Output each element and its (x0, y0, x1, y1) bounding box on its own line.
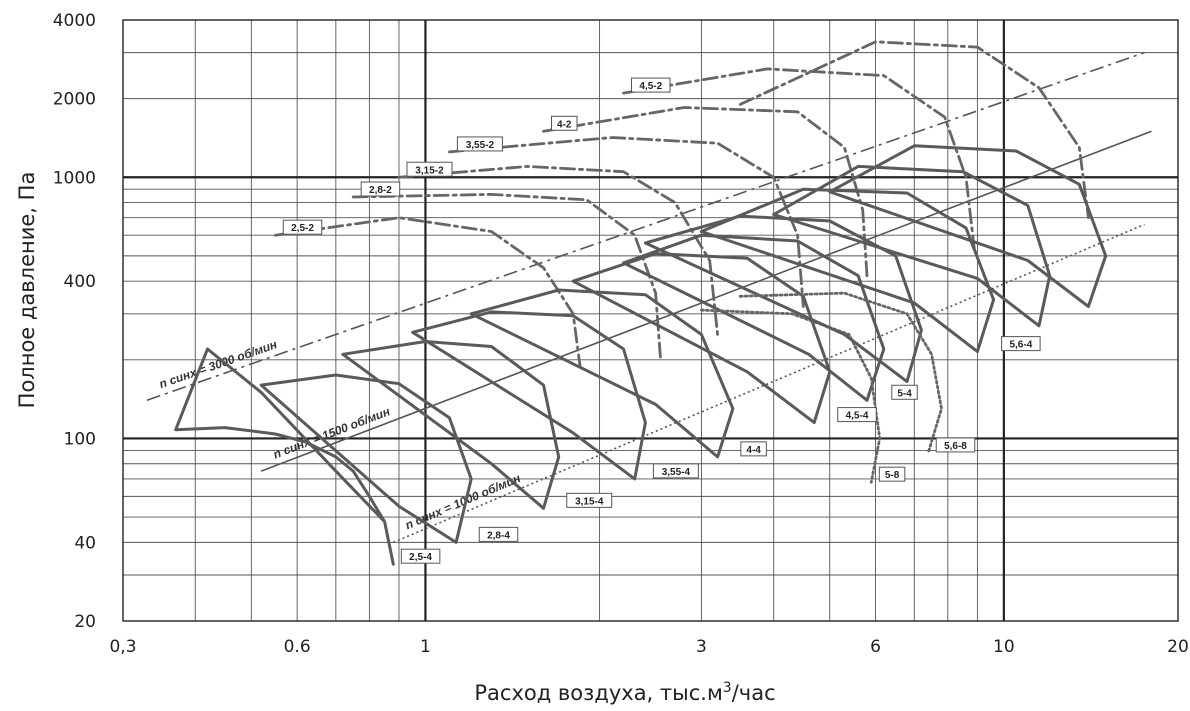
curve-label-box (551, 115, 578, 131)
x-tick-label: 0.6 (284, 637, 311, 657)
curve-label-4-5-2: 4,5-2 (639, 81, 662, 92)
x-tick-label: 0,3 (109, 637, 136, 657)
curve-6-3-2 (738, 40, 1090, 220)
curve-label-box (406, 161, 453, 177)
curve-label-2-8-2: 2,8-2 (369, 185, 392, 196)
x-tick-label: 6 (870, 637, 881, 657)
curve-label-3-55-4: 3,55-4 (662, 467, 691, 478)
y-tick-label: 40 (74, 533, 96, 553)
curve-label-box (935, 437, 976, 453)
curve-2-8-4 (259, 373, 473, 544)
y-axis-title: Полное давление, Па (15, 172, 39, 409)
y-tick-label: 2000 (53, 90, 96, 110)
y-tick-label: 400 (64, 272, 96, 292)
y-tick-label: 1000 (53, 168, 96, 188)
curve-4-2 (542, 106, 869, 278)
x-tick-label: 1 (420, 637, 431, 657)
curve-label-5-4: 5-4 (897, 388, 912, 399)
curve-3-15-2 (397, 164, 719, 336)
curve-5-6-8 (738, 291, 943, 455)
curve-label-box (400, 548, 441, 564)
curve-label-5-6-4: 5,6-4 (1009, 340, 1032, 351)
y-tick-label: 4000 (53, 11, 96, 31)
curve-label-3-15-2: 3,15-2 (415, 165, 444, 176)
x-axis-title: Расход воздуха, тыс.м3/час (474, 680, 775, 705)
x-tick-labels: 0,3 0.6 1 3 6 10 20 (109, 637, 1188, 657)
curve-label-box (631, 77, 671, 93)
curve-5-8 (700, 308, 882, 484)
y-tick-labels: 20 40 100 400 1000 2000 4000 (53, 11, 96, 632)
x-tick-label: 3 (696, 637, 707, 657)
curve-2-5-2 (273, 216, 582, 368)
speed-line (260, 130, 1152, 472)
curve-3-15-4 (341, 340, 561, 510)
curve-label-box (456, 136, 503, 152)
grid (122, 19, 1179, 622)
curve-8-4 (828, 144, 1108, 308)
curve-label-box (740, 441, 767, 457)
curve-label-box (878, 466, 906, 482)
curve-label-2-5-4: 2,5-4 (409, 552, 432, 563)
curve-label-box (282, 219, 323, 235)
curve-label-box (1001, 336, 1041, 352)
curve-label-3-55-2: 3,55-2 (466, 140, 495, 151)
curve-5-6-4 (643, 214, 923, 384)
curve-label-4-4: 4-4 (746, 445, 761, 456)
curve-label-4-2: 4-2 (557, 119, 572, 130)
curve-label-5-8: 5-8 (885, 470, 900, 481)
curve-label-box (478, 526, 519, 542)
speed-line-label: n синх = 3000 об/мин (157, 337, 279, 391)
x-tick-label: 10 (993, 637, 1015, 657)
fan-curves (174, 40, 1108, 566)
curve-labels: 2,5-4 2,8-4 3,15-4 3,55-4 4-4 4,5-4 5-4 5-8 5,6-… (282, 77, 1041, 564)
y-tick-label: 100 (64, 429, 96, 449)
curve-label-3-15-4: 3,15-4 (575, 496, 604, 507)
curve-3-55-4 (411, 310, 647, 481)
curve-3-55-2 (447, 136, 805, 308)
speed-line-label: n синх = 1500 об/мин (271, 404, 392, 462)
curve-label-box (360, 181, 401, 197)
y-tick-label: 20 (74, 612, 96, 632)
speed-line-label: n синх = 1000 об/мин (403, 471, 523, 532)
curve-4-5-2 (622, 67, 976, 253)
speed-line (393, 223, 1145, 544)
curve-label-2-5-2: 2,5-2 (291, 223, 314, 234)
curve-label-box (652, 463, 699, 479)
x-tick-label: 20 (1167, 637, 1189, 657)
curve-label-2-8-4: 2,8-4 (487, 530, 510, 541)
plot-frame (122, 19, 1179, 622)
curve-label-box (837, 407, 877, 423)
curve-label-4-5-4: 4,5-4 (846, 411, 869, 422)
curve-label-box (891, 384, 918, 400)
curve-2-5-4 (174, 347, 395, 566)
curve-label-5-6-8: 5,6-8 (944, 441, 967, 452)
curve-6-3-4 (699, 187, 996, 354)
curve-label-box (566, 492, 613, 508)
curve-4-4 (469, 288, 735, 459)
